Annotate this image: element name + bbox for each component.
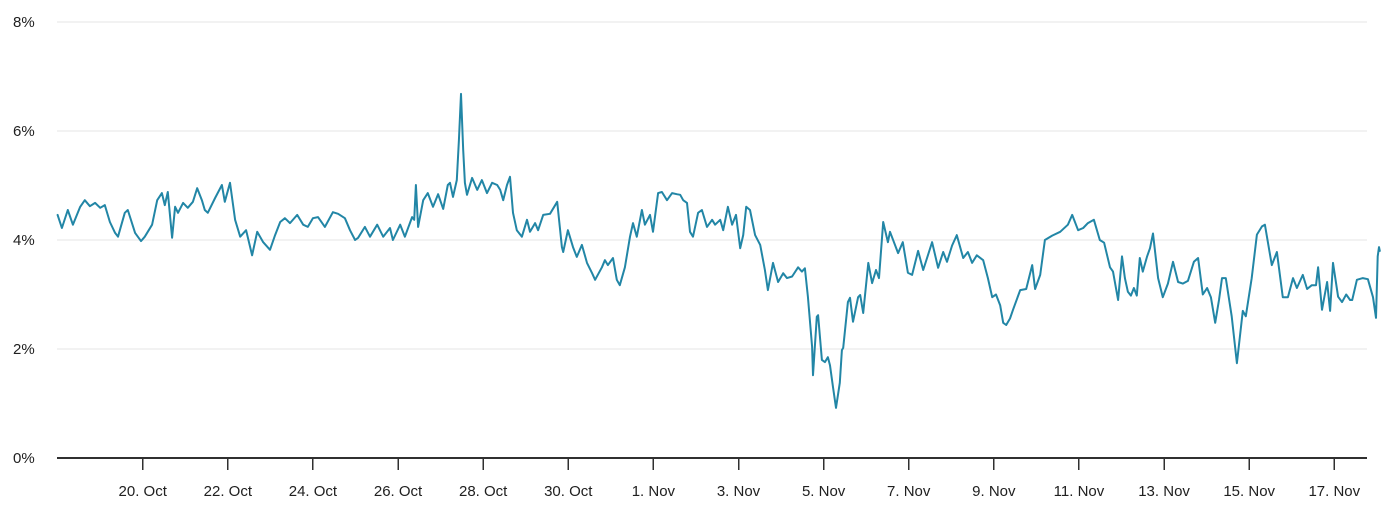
x-tick-label: 5. Nov <box>802 483 846 500</box>
y-tick-label: 0% <box>13 450 35 467</box>
x-tick-label: 9. Nov <box>972 483 1016 500</box>
x-tick-label: 7. Nov <box>887 483 931 500</box>
y-gridlines <box>57 21 1367 350</box>
y-tick-label: 2% <box>13 341 35 358</box>
y-tick-label: 4% <box>13 232 35 249</box>
series-group[interactable] <box>56 92 1381 409</box>
x-tick-label: 17. Nov <box>1308 483 1360 500</box>
x-tick-label: 11. Nov <box>1054 483 1105 500</box>
x-tick-label: 20. Oct <box>119 483 168 500</box>
x-tick-label: 28. Oct <box>459 483 508 500</box>
x-tick-label: 3. Nov <box>717 483 761 500</box>
x-tick-labels: 20. Oct 22. Oct 24. Oct 26. Oct 28. Oct 30. O… <box>119 483 1361 500</box>
x-tick-label: 1. Nov <box>632 483 676 500</box>
x-tick-label: 22. Oct <box>204 483 253 500</box>
y-tick-label: 8% <box>13 14 35 31</box>
x-tick-label: 26. Oct <box>374 483 423 500</box>
x-tick-label: 15. Nov <box>1223 483 1275 500</box>
x-tick-label: 30. Oct <box>544 483 593 500</box>
x-tick-marks <box>141 458 1336 470</box>
x-tick-label: 24. Oct <box>289 483 338 500</box>
series-line[interactable] <box>56 92 1381 409</box>
y-axis-labels: 0% 2% 4% 6% 8% <box>13 14 35 467</box>
x-tick-label: 13. Nov <box>1138 483 1190 500</box>
y-tick-label: 6% <box>13 123 35 140</box>
